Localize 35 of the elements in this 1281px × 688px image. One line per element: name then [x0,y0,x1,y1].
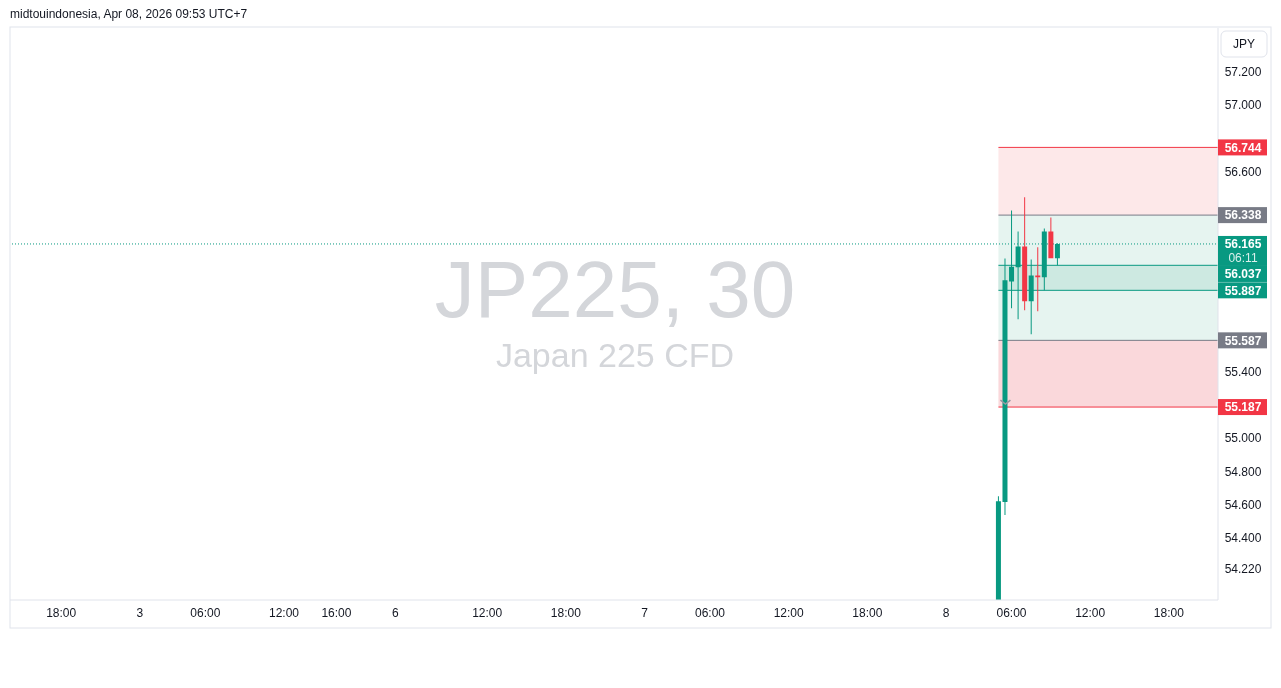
x-tick-label: 18:00 [1153,606,1185,620]
ref-line-label: 56.165 06:11 [1224,237,1262,266]
x-tick-label: 3 [136,606,144,620]
y-tick-label: 56.600 [1224,164,1262,179]
x-tick-label: 12:00 [472,606,503,620]
text: midtouindonesia, Apr 08, 2026 09:53 UTC+7 [10,7,248,21]
x-tick-label: 18:00 [852,606,883,620]
ref-line-label: 55.587 [1224,333,1262,348]
ref-line-label: 56.338 [1224,208,1262,223]
y-tick-label: 54.400 [1224,531,1262,546]
y-tick-label: 57.200 [1224,64,1262,79]
x-tick-label: 18:00 [550,606,582,620]
ref-line-label: 55.187 [1224,400,1262,415]
y-tick-label: 54.600 [1224,498,1262,513]
x-tick-label: 12:00 [773,606,805,620]
x-tick-label: 06:00 [190,606,221,620]
x-tick-label: 16:00 [321,606,352,620]
x-tick-label: 06:00 [996,606,1027,620]
x-tick-label: 12:00 [1075,606,1106,620]
y-tick-label: 54.800 [1224,464,1262,479]
candlestick [1035,247,1041,312]
y-tick-label: 54.220 [1224,561,1262,576]
ref-line-label: 56.037 [1224,267,1262,282]
y-tick-label: 55.400 [1224,364,1262,379]
y-axis-title: JPY [1232,37,1256,52]
x-tick-label: 12:00 [268,606,300,620]
x-tick-label: 06:00 [695,606,726,620]
x-tick-label: 8 [942,606,950,620]
x-tick-label: 6 [392,606,400,620]
ref-line-label: 56.744 [1224,140,1262,155]
y-tick-label: 55.000 [1224,431,1262,446]
x-tick-label: 18:00 [46,606,77,620]
x-tick-label: 7 [641,606,649,620]
y-tick-label: 57.000 [1224,97,1262,112]
ref-line-label: 55.887 [1224,283,1262,298]
